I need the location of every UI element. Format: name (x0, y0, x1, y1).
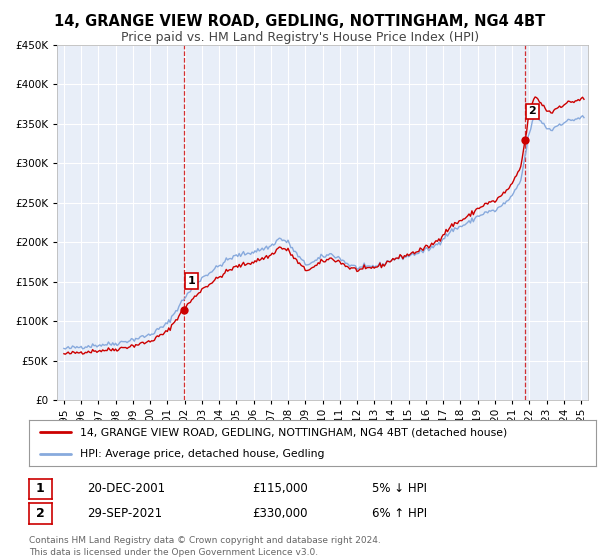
Text: 1: 1 (188, 276, 195, 286)
Text: 2: 2 (36, 507, 44, 520)
Text: Contains HM Land Registry data © Crown copyright and database right 2024.
This d: Contains HM Land Registry data © Crown c… (29, 536, 380, 557)
Text: 29-SEP-2021: 29-SEP-2021 (87, 507, 162, 520)
Text: Price paid vs. HM Land Registry's House Price Index (HPI): Price paid vs. HM Land Registry's House … (121, 31, 479, 44)
Text: HPI: Average price, detached house, Gedling: HPI: Average price, detached house, Gedl… (80, 449, 325, 459)
Text: £115,000: £115,000 (252, 482, 308, 496)
Text: 14, GRANGE VIEW ROAD, GEDLING, NOTTINGHAM, NG4 4BT: 14, GRANGE VIEW ROAD, GEDLING, NOTTINGHA… (55, 14, 545, 29)
Text: 20-DEC-2001: 20-DEC-2001 (87, 482, 165, 496)
Text: 6% ↑ HPI: 6% ↑ HPI (372, 507, 427, 520)
Text: £330,000: £330,000 (252, 507, 308, 520)
Text: 5% ↓ HPI: 5% ↓ HPI (372, 482, 427, 496)
Text: 14, GRANGE VIEW ROAD, GEDLING, NOTTINGHAM, NG4 4BT (detached house): 14, GRANGE VIEW ROAD, GEDLING, NOTTINGHA… (80, 427, 507, 437)
Text: 1: 1 (36, 482, 44, 496)
Text: 2: 2 (529, 106, 536, 116)
